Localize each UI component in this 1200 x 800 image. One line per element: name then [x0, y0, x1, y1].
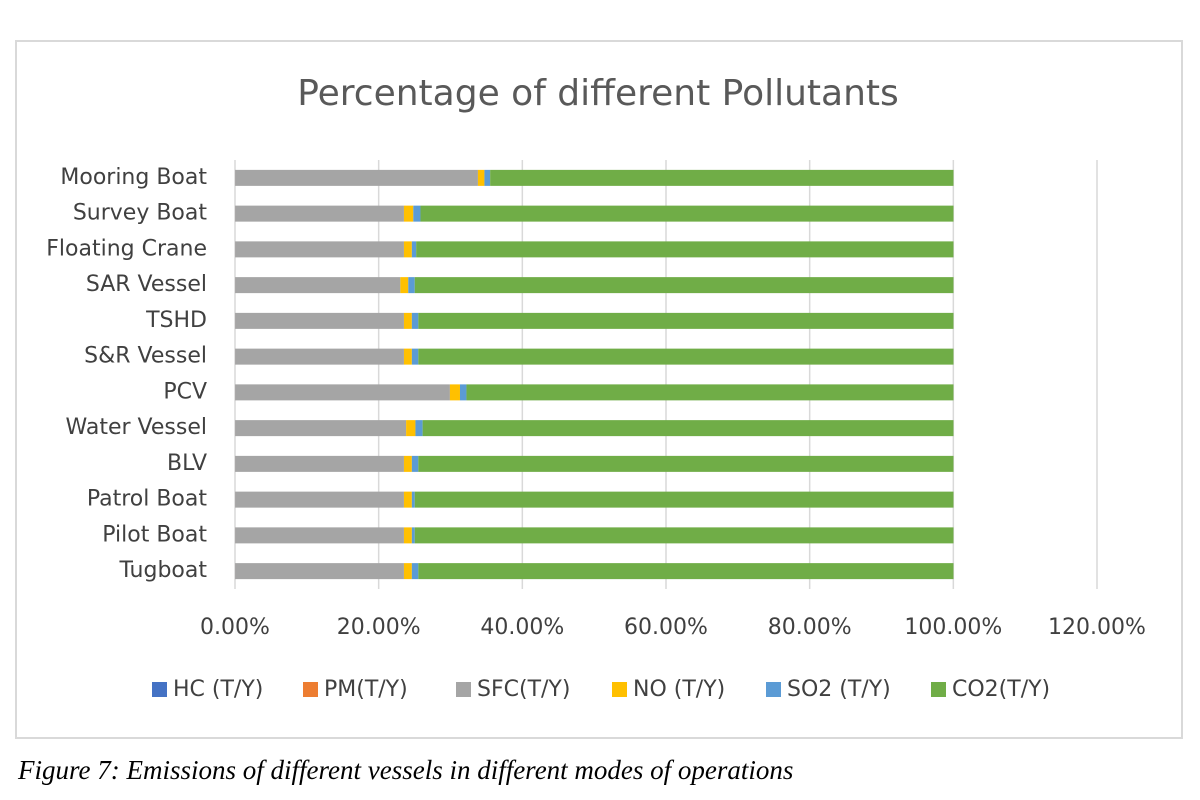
bar-segment	[490, 169, 954, 186]
bar-segment	[406, 420, 416, 437]
bar-segment	[403, 527, 412, 544]
bar-segment	[477, 169, 485, 186]
bar-segment	[235, 312, 404, 329]
bar-segment	[400, 277, 409, 294]
legend-label: HC (T/Y)	[173, 677, 263, 702]
bar-segment	[466, 384, 954, 401]
y-tick-label: TSHD	[145, 308, 207, 333]
y-tick-label: Pilot Boat	[102, 522, 207, 547]
bar-segment	[408, 277, 415, 294]
x-tick-label: 40.00%	[480, 615, 564, 640]
y-tick-label: Mooring Boat	[60, 165, 207, 190]
y-tick-label: Water Vessel	[66, 415, 207, 440]
bar-segment	[235, 205, 404, 222]
bar-segment	[416, 241, 954, 258]
bar-segment	[415, 420, 423, 437]
x-tick-label: 120.00%	[1048, 615, 1146, 640]
bar-segment	[403, 491, 412, 508]
legend-swatch	[303, 682, 318, 697]
bar-segment	[403, 348, 412, 365]
bar-segment	[403, 563, 412, 580]
y-tick-label: PCV	[163, 379, 207, 404]
y-tick-label: Survey Boat	[73, 201, 208, 226]
bar-segment	[484, 169, 491, 186]
bar-segment	[411, 491, 415, 508]
x-tick-label: 20.00%	[337, 615, 421, 640]
bar-segment	[418, 312, 954, 329]
chart-title: Percentage of different Pollutants	[297, 73, 899, 114]
bar-segment	[420, 205, 954, 222]
bar-segment	[411, 312, 419, 329]
legend-swatch	[612, 682, 627, 697]
bar-segment	[414, 277, 954, 294]
legend-swatch	[766, 682, 781, 697]
y-tick-label: Floating Crane	[46, 236, 207, 261]
bar-segment	[403, 205, 414, 222]
y-tick-label: BLV	[167, 451, 207, 476]
x-tick-label: 60.00%	[624, 615, 708, 640]
legend-label: SO2 (T/Y)	[787, 677, 891, 702]
bar-segment	[413, 205, 421, 222]
x-tick-label: 0.00%	[200, 615, 270, 640]
bar-segment	[403, 241, 412, 258]
bar-segment	[235, 241, 404, 258]
bar-segment	[235, 455, 404, 472]
x-tick-label: 80.00%	[768, 615, 852, 640]
bar-segment	[459, 384, 467, 401]
bar-segment	[414, 527, 954, 544]
bar-segment	[411, 527, 415, 544]
bar-segment	[235, 277, 401, 294]
bar-segment	[235, 169, 478, 186]
legend-swatch	[931, 682, 946, 697]
legend-label: CO2(T/Y)	[952, 677, 1050, 702]
legend-swatch	[152, 682, 167, 697]
y-tick-label: S&R Vessel	[84, 344, 207, 369]
bar-segment	[411, 348, 419, 365]
figure-caption: Figure 7: Emissions of different vessels…	[17, 755, 793, 785]
bar-segment	[449, 384, 460, 401]
x-tick-label: 100.00%	[904, 615, 1002, 640]
bar-segment	[235, 563, 404, 580]
bar-segment	[235, 420, 407, 437]
bar-segment	[403, 455, 412, 472]
bar-segment	[414, 491, 954, 508]
legend-label: PM(T/Y)	[324, 677, 408, 702]
bar-segment	[235, 527, 404, 544]
bar-segment	[235, 384, 450, 401]
legend-swatch	[456, 682, 471, 697]
bar-segment	[411, 563, 419, 580]
bar-segment	[235, 491, 404, 508]
bar-segment	[403, 312, 412, 329]
y-tick-label: Patrol Boat	[87, 487, 208, 512]
bar-segment	[418, 455, 954, 472]
bar-segment	[418, 563, 954, 580]
bar-segment	[422, 420, 954, 437]
bar-segment	[418, 348, 954, 365]
bar-segment	[411, 455, 419, 472]
y-tick-label: Tugboat	[118, 558, 207, 583]
bar-segment	[235, 348, 404, 365]
legend-label: SFC(T/Y)	[477, 677, 570, 702]
bar-segment	[411, 241, 417, 258]
legend-label: NO (T/Y)	[633, 677, 725, 702]
y-tick-label: SAR Vessel	[86, 272, 207, 297]
